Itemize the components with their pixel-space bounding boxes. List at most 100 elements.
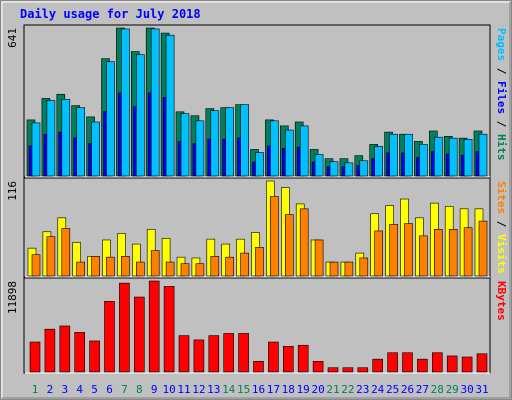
bar	[180, 263, 190, 277]
x-tick-label: 18	[282, 383, 295, 396]
bar	[299, 125, 309, 177]
bar	[165, 34, 175, 177]
bar	[270, 196, 279, 277]
x-tick-label: 22	[341, 383, 354, 396]
bar	[299, 208, 309, 277]
bar	[402, 352, 413, 373]
x-tick-label: 19	[297, 383, 310, 396]
bar	[284, 129, 294, 177]
x-tick-label: 31	[475, 383, 488, 396]
bar	[61, 228, 71, 277]
bar	[255, 247, 264, 277]
x-tick-label: 15	[237, 383, 250, 396]
bar	[268, 341, 279, 373]
bar	[282, 346, 294, 373]
bar	[463, 138, 473, 177]
x-tick-label: 20	[311, 383, 324, 396]
bar	[225, 107, 234, 177]
bar	[433, 136, 443, 177]
bar	[327, 367, 339, 373]
bar	[91, 121, 100, 177]
bar	[121, 256, 130, 277]
bar	[359, 160, 369, 177]
bar	[344, 162, 354, 177]
x-tick-label: 9	[151, 383, 158, 396]
bar	[419, 235, 428, 277]
legend-entry: Visits	[495, 234, 508, 274]
bar	[255, 152, 264, 177]
bar	[238, 333, 249, 373]
bar	[106, 256, 115, 277]
x-tick-label: 27	[416, 383, 429, 396]
bar	[417, 358, 428, 373]
bar	[389, 224, 398, 277]
bar	[46, 100, 56, 177]
bar	[150, 28, 160, 177]
bar	[478, 133, 488, 177]
y-tick-label: 116	[6, 181, 19, 201]
legend: KBytes	[495, 281, 508, 321]
bar	[195, 120, 205, 177]
bar	[119, 282, 130, 373]
bar	[210, 110, 220, 177]
legend: Pages / Files / Hits	[495, 28, 508, 161]
x-tick-label: 8	[136, 383, 143, 396]
x-tick-label: 4	[76, 383, 83, 396]
bar	[225, 256, 234, 277]
bar	[89, 340, 100, 373]
bar	[208, 335, 220, 373]
bar	[106, 61, 115, 177]
x-tick-label: 12	[192, 383, 205, 396]
bar	[163, 286, 175, 373]
bar	[240, 104, 249, 177]
bar	[148, 280, 160, 373]
bar	[165, 261, 175, 277]
bar	[433, 229, 443, 277]
bar	[478, 220, 488, 277]
legend-entry: Pages	[495, 28, 508, 61]
bar	[297, 344, 309, 373]
legend-entry: Sites	[495, 181, 508, 214]
y-tick-label: 641	[6, 28, 19, 48]
bar	[44, 328, 56, 373]
bar	[342, 367, 354, 373]
bar	[195, 263, 205, 277]
bar	[193, 339, 205, 373]
x-tick-label: 17	[267, 383, 280, 396]
bar	[59, 325, 71, 373]
x-tick-label: 6	[106, 383, 113, 396]
x-tick-label: 1	[32, 383, 39, 396]
x-tick-label: 24	[371, 383, 385, 396]
x-tick-label: 3	[61, 383, 68, 396]
bar	[419, 144, 428, 177]
bar	[374, 230, 384, 277]
bar	[284, 214, 294, 277]
bar	[329, 261, 339, 277]
bar	[134, 296, 145, 373]
x-tick-label: 10	[162, 383, 175, 396]
bar	[329, 161, 339, 177]
chart-title: Daily usage for July 2018	[20, 7, 201, 21]
x-tick-label: 13	[207, 383, 220, 396]
bar	[31, 254, 41, 277]
x-tick-label: 23	[356, 383, 369, 396]
bar	[178, 335, 190, 373]
bar	[253, 360, 264, 373]
x-tick-label: 25	[386, 383, 399, 396]
bar	[314, 154, 324, 177]
legend-entry: Files	[495, 81, 508, 114]
x-tick-label: 29	[446, 383, 459, 396]
bar	[76, 261, 85, 277]
bar	[104, 301, 115, 373]
bar	[223, 333, 234, 373]
x-tick-label: 5	[91, 383, 98, 396]
bar	[314, 239, 324, 277]
bar	[387, 352, 398, 373]
bar	[61, 99, 71, 177]
bar	[270, 120, 279, 177]
bar	[431, 352, 443, 373]
bar	[91, 256, 100, 277]
bar	[240, 252, 249, 277]
